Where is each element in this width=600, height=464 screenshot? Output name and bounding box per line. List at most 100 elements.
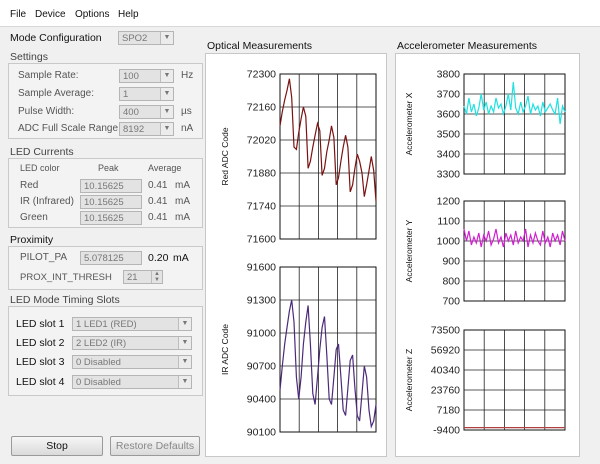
accel-z-tick-label: 40340 [431,365,460,377]
accel-y-tick-label: 900 [442,256,460,268]
red-adc-series-line [279,78,377,202]
led-slot-1-select[interactable]: 1 LED1 (RED) ▼ [72,317,192,331]
led-slot-1-value: 1 LED1 (RED) [76,319,137,330]
red-adc-tick-label: 71740 [247,201,276,213]
proximity-title: Proximity [10,234,54,246]
pulse-width-select[interactable]: 400 ▼ [119,105,174,119]
led-ir-peak-input[interactable]: 10.15625 [80,195,142,209]
chevron-down-icon: ▼ [160,106,173,118]
accel-z-tick-label: 7180 [437,405,461,417]
accel-z-tick-label: -9400 [433,425,460,437]
menu-options[interactable]: Options [75,9,110,20]
led-slot-3-label: LED slot 3 [16,356,65,368]
stop-button[interactable]: Stop [11,436,103,456]
sample-average-value: 1 [123,89,129,100]
menu-device[interactable]: Device [35,9,66,20]
spin-arrows-icon[interactable]: ▲ ▼ [151,271,162,283]
prox-thresh-label: PROX_INT_THRESH [20,272,112,283]
pulse-width-label: Pulse Width: [18,106,75,117]
accel-y-tick-label: 800 [442,276,460,288]
led-slot-3-select[interactable]: 0 Disabled ▼ [72,355,192,369]
menu-file[interactable]: File [10,9,27,20]
ir-adc-tick-label: 91600 [247,262,276,274]
ir-adc-tick-label: 91000 [247,328,276,340]
peak-header: Peak [98,163,119,173]
led-color-header: LED color [20,163,60,173]
chevron-down-icon: ▼ [178,337,191,349]
accel-y-tick-label: 1000 [437,236,461,248]
led-ir-label: IR (Infrared) [20,196,74,207]
led-green-average: 0.41 [148,212,168,223]
chevron-down-icon: ▼ [160,123,173,135]
accel-z-tick-label: 23760 [431,385,460,397]
sample-average-label: Sample Average: [18,88,94,99]
settings-title: Settings [10,51,48,63]
accel-x-axis-label: Accelerometer X [404,92,414,155]
red-adc-tick-label: 71600 [247,234,276,246]
pulse-width-value: 400 [123,107,139,118]
accel-y-axis-label: Accelerometer Y [404,219,414,282]
led-ir-unit: mA [175,196,190,207]
led-red-average: 0.41 [148,180,168,191]
sample-rate-label: Sample Rate: [18,70,79,81]
timing-slots-title: LED Mode Timing Slots [10,294,120,306]
accel-z-tick-label: 56920 [431,345,460,357]
ir-adc-tick-label: 90700 [247,361,276,373]
accel-x-tick-label: 3800 [437,69,461,81]
menu-help[interactable]: Help [118,9,139,20]
restore-defaults-button[interactable]: Restore Defaults [110,436,200,456]
accel-z-plot-area [463,329,566,431]
pilot-pa-input[interactable]: 5.078125 [80,251,142,265]
ir-adc-plot-area [279,266,377,433]
pilot-pa-average: 0.20 [148,252,169,264]
accel-x-tick-label: 3700 [437,89,461,101]
red-adc-axis-label: Red ADC Code [220,127,230,185]
red-adc-tick-label: 72160 [247,102,276,114]
mode-config-label: Mode Configuration [10,32,102,44]
adc-range-unit: nA [181,123,194,134]
led-slot-4-value: 0 Disabled [76,377,121,388]
accel-title: Accelerometer Measurements [397,40,538,52]
prox-thresh-stepper[interactable]: 21 ▲ ▼ [123,270,163,284]
led-slot-2-select[interactable]: 2 LED2 (IR) ▼ [72,336,192,350]
led-green-label: Green [20,212,48,223]
optical-title: Optical Measurements [207,40,313,52]
pulse-width-unit: µs [181,106,192,117]
accel-x-tick-label: 3500 [437,129,461,141]
led-red-label: Red [20,180,39,191]
accel-x-tick-label: 3300 [437,169,461,181]
led-red-peak-input[interactable]: 10.15625 [80,179,142,193]
led-slot-4-select[interactable]: 0 Disabled ▼ [72,375,192,389]
average-header: Average [148,163,182,173]
red-adc-tick-label: 72020 [247,135,276,147]
adc-range-label: ADC Full Scale Range [18,123,119,134]
prox-thresh-value: 21 [127,272,138,283]
sample-rate-select[interactable]: 100 ▼ [119,69,174,83]
accel-y-plot-area [463,200,566,302]
chevron-down-icon: ▼ [160,70,173,82]
pilot-pa-value: 5.078125 [84,253,124,264]
red-adc-tick-label: 72300 [247,69,276,81]
led-slot-2-label: LED slot 2 [16,337,65,349]
chevron-down-icon: ▼ [178,376,191,388]
chevron-down-icon: ▼ [160,88,173,100]
pilot-pa-unit: mA [173,252,189,264]
led-green-unit: mA [175,212,190,223]
accel-y-tick-label: 1200 [437,196,461,208]
mode-config-select[interactable]: SPO2 ▼ [118,31,174,45]
led-slot-2-value: 2 LED2 (IR) [76,338,127,349]
red-adc-plot-area [279,73,377,240]
adc-range-select[interactable]: 8192 ▼ [119,122,174,136]
led-currents-title: LED Currents [10,146,74,158]
adc-range-value: 8192 [123,124,145,135]
led-green-peak-input[interactable]: 10.15625 [80,211,142,225]
accel-y-series-line [463,228,566,248]
accel-x-tick-label: 3600 [437,109,461,121]
sample-average-select[interactable]: 1 ▼ [119,87,174,101]
led-red-unit: mA [175,180,190,191]
sample-rate-unit: Hz [181,70,194,81]
ir-adc-tick-label: 90400 [247,394,276,406]
accel-x-tick-label: 3400 [437,149,461,161]
chevron-down-icon: ▼ [160,32,173,44]
